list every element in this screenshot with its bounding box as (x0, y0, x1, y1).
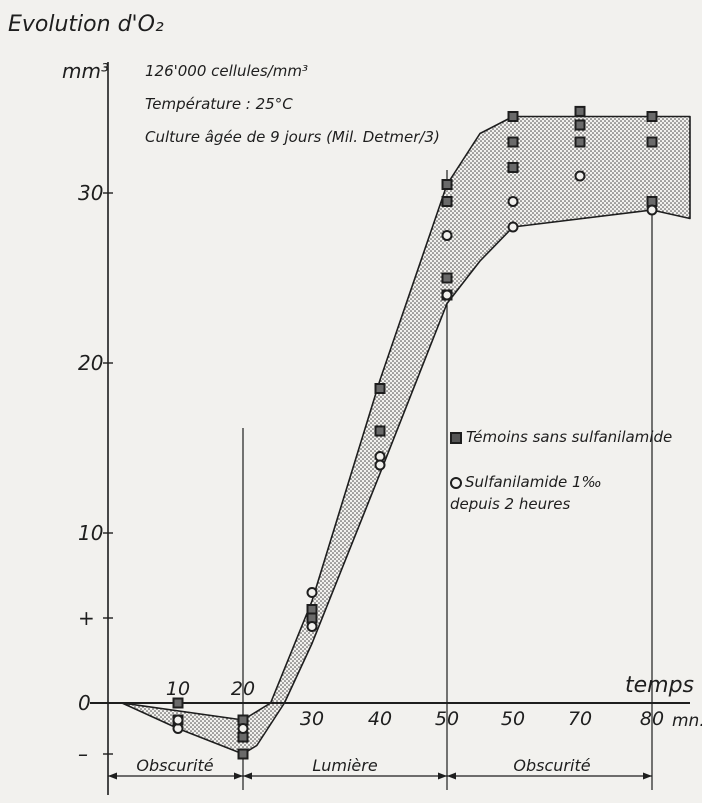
data-band (121, 115, 691, 755)
arrowhead-icon (643, 772, 652, 780)
arrowhead-icon (243, 772, 252, 780)
sulfanilamide-point (374, 459, 386, 471)
arrowhead-icon (438, 772, 447, 780)
control-point (237, 748, 249, 760)
arrowhead-icon (447, 772, 456, 780)
x-axis-label: temps (625, 673, 694, 698)
control-point (441, 272, 453, 284)
annotation-temperature: Température : 25°C (145, 95, 293, 113)
arrowhead-icon (234, 772, 243, 780)
x-unit-label: mn. (672, 711, 702, 731)
control-point (374, 383, 386, 394)
x-tick-label: 30 (300, 708, 324, 730)
y-tick-label: 20 (78, 351, 103, 375)
x-tick-label: 10 (166, 678, 190, 700)
y-tick-label: 0 (78, 691, 91, 715)
y-tick-label: 10 (78, 521, 103, 545)
sulfanilamide-point (306, 621, 318, 632)
x-tick-label: 20 (231, 678, 255, 700)
x-tick-label: 70 (568, 708, 592, 730)
control-point (646, 136, 658, 148)
sulfanilamide-point (646, 204, 658, 216)
control-point (441, 179, 453, 190)
legend-item-controls: Témoins sans sulfanilamide (450, 428, 672, 446)
control-point (507, 162, 519, 173)
data-points (172, 105, 658, 760)
sulfanilamide-point (237, 723, 249, 734)
phase-label: Obscurité (513, 756, 590, 775)
control-point (172, 697, 184, 709)
sulfanilamide-point (574, 170, 586, 182)
control-point (574, 136, 586, 148)
sulfanilamide-point (507, 196, 519, 207)
annotation-cells: 126'000 cellules/mm³ (145, 62, 308, 80)
x-tick-label: 50 (501, 708, 525, 730)
square-marker-icon (450, 431, 462, 444)
chart-title: Evolution d'O₂ (8, 12, 164, 37)
shaded-range-band (121, 115, 691, 755)
phase-label: Lumière (312, 756, 378, 775)
legend-label-controls: Témoins sans sulfanilamide (466, 428, 673, 446)
sulfanilamide-point (306, 587, 318, 598)
sulfanilamide-point (507, 221, 519, 233)
control-point (646, 111, 658, 122)
y-tick-label: 30 (78, 181, 103, 205)
axes (90, 62, 690, 795)
sulfanilamide-point (172, 714, 184, 726)
control-point (507, 136, 519, 148)
y-axis-label: mm³ (62, 59, 109, 83)
control-point (441, 196, 453, 207)
arrowhead-icon (108, 772, 117, 780)
legend-item-sulfanilamide: Sulfanilamide 1‰ depuis 2 heures (450, 471, 650, 515)
x-tick-label: 40 (368, 708, 392, 730)
y-tick-label: + (78, 606, 95, 630)
sulfanilamide-point (441, 230, 453, 241)
y-tick-label: – (78, 742, 88, 766)
control-point (574, 105, 586, 117)
control-point (574, 119, 586, 131)
control-point (374, 425, 386, 437)
control-point (507, 111, 519, 122)
circle-marker-icon (450, 476, 462, 489)
sulfanilamide-point (441, 289, 453, 301)
tick-labels: 30 20 10 +0 – mm³ 10 20 30 40 50 50 70 80 mn. temps Obsc… (62, 59, 702, 775)
legend-label-sulfanilamide: Sulfanilamide 1‰ depuis 2 heures (450, 473, 602, 513)
phase-label: Obscurité (136, 756, 213, 775)
x-tick-label: 80 (640, 708, 664, 730)
x-tick-label: 50 (435, 708, 459, 730)
annotation-culture: Culture âgée de 9 jours (Mil. Detmer/3) (145, 128, 440, 146)
